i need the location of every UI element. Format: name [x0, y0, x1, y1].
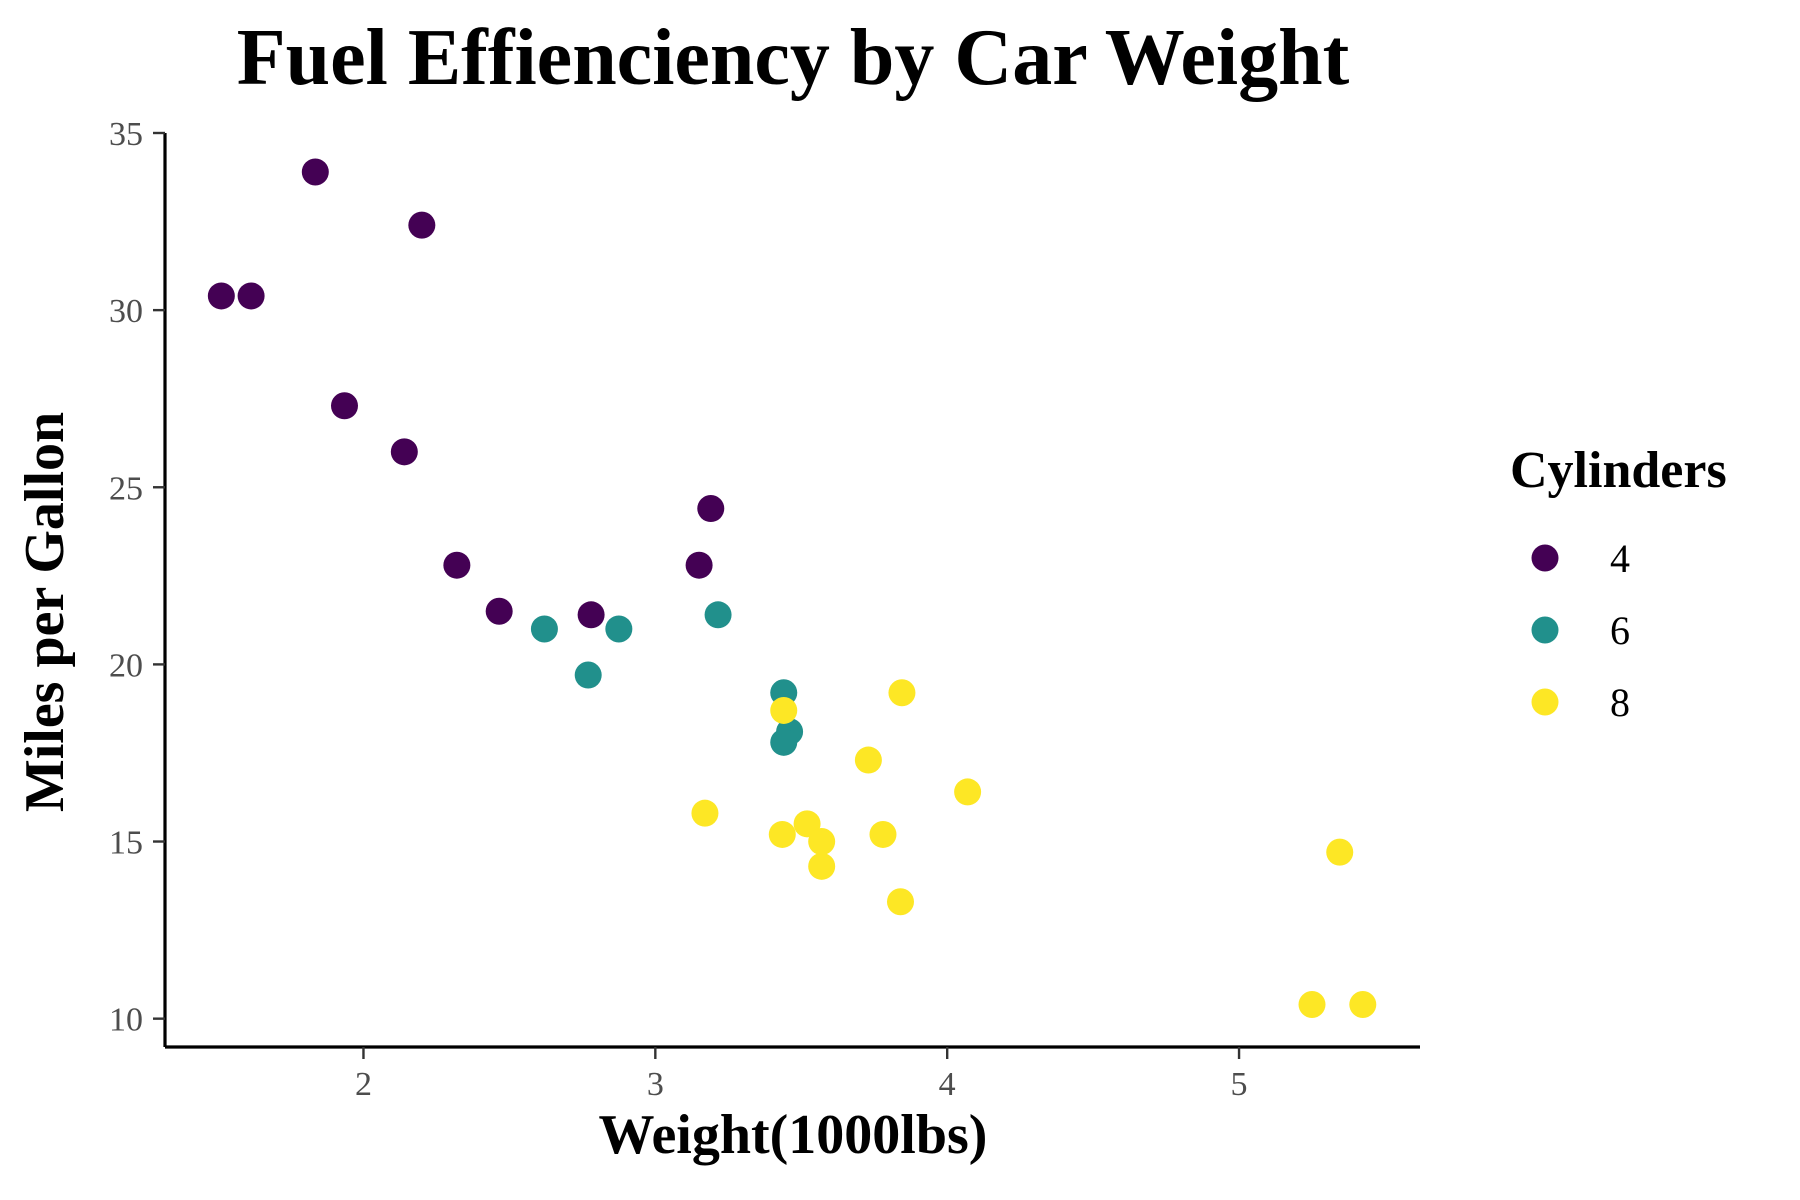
y-axis-title: Miles per Gallon [14, 412, 76, 812]
legend-key-8 [1531, 688, 1559, 716]
data-point [1349, 990, 1377, 1018]
y-tick-label: 20 [109, 647, 143, 684]
data-point [301, 158, 329, 186]
plot-area [207, 158, 1377, 1018]
legend-key-4 [1531, 544, 1559, 572]
data-point [691, 799, 719, 827]
y-tick-label: 30 [109, 293, 143, 330]
data-point [808, 852, 836, 880]
data-point [605, 615, 633, 643]
data-point [1298, 990, 1326, 1018]
y-axis: 10 15 20 25 30 35 [109, 116, 167, 1047]
data-point [485, 597, 513, 625]
x-tick-label: 5 [1231, 1066, 1248, 1103]
data-point [577, 601, 605, 629]
legend-key-6 [1531, 616, 1559, 644]
data-point [443, 551, 471, 579]
legend: Cylinders 4 6 8 [1510, 442, 1727, 725]
series-4-cylinders [207, 158, 725, 629]
data-point [408, 211, 436, 239]
x-tick-label: 4 [939, 1066, 956, 1103]
data-point [1326, 838, 1354, 866]
legend-label-6: 6 [1610, 608, 1630, 653]
data-point [207, 282, 235, 310]
series-8-cylinders [691, 679, 1377, 1018]
data-point [574, 661, 602, 689]
x-axis-title: Weight(1000lbs) [599, 1104, 988, 1166]
data-point [704, 601, 732, 629]
data-point [854, 746, 882, 774]
data-point [886, 888, 914, 916]
legend-title: Cylinders [1510, 442, 1727, 499]
y-tick-label: 10 [109, 1002, 143, 1039]
y-tick-label: 25 [109, 470, 143, 507]
x-axis: 2 3 4 5 [165, 1045, 1420, 1103]
data-point [808, 828, 836, 856]
x-tick-label: 2 [355, 1066, 372, 1103]
legend-label-4: 4 [1610, 536, 1630, 581]
data-point [697, 495, 725, 523]
data-point [888, 679, 916, 707]
data-point [237, 282, 265, 310]
data-point [770, 728, 798, 756]
y-tick-label: 35 [109, 116, 143, 153]
series-6-cylinders [530, 601, 804, 756]
data-point [869, 820, 897, 848]
data-point [768, 820, 796, 848]
data-point [530, 615, 558, 643]
data-point [330, 392, 358, 420]
chart-title: Fuel Effienciency by Car Weight [237, 14, 1350, 102]
data-point [390, 438, 418, 466]
data-point [954, 778, 982, 806]
data-point [685, 551, 713, 579]
y-tick-label: 15 [109, 825, 143, 862]
x-tick-label: 3 [647, 1066, 664, 1103]
data-point [770, 696, 798, 724]
legend-label-8: 8 [1610, 680, 1630, 725]
